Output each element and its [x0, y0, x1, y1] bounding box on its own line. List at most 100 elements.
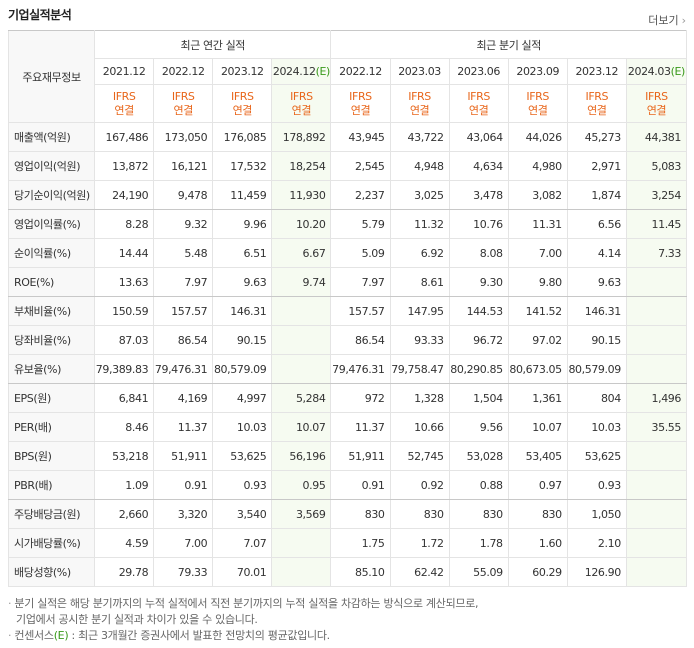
row-label: 부채비율(%) — [7, 296, 96, 326]
cell: 8.28 — [94, 209, 155, 239]
cell: 79,389.83 — [94, 354, 155, 384]
cell: 53,405 — [507, 441, 568, 471]
row-label: 순이익률(%) — [7, 238, 96, 268]
basis-header: IFRS 연결 — [566, 84, 627, 123]
cell: 2,660 — [94, 499, 155, 529]
data-row: 부채비율(%) 150.59 157.57 146.31 157.57 147.95 144… — [7, 296, 688, 326]
cell: 9.63 — [212, 267, 273, 297]
cell: 1.09 — [94, 470, 155, 500]
data-row: PBR(배) 1.09 0.91 0.93 0.95 0.91 0.92 0.88 0.97 0.… — [7, 470, 688, 500]
cell: 11.45 — [625, 209, 688, 239]
data-row: ROE(%) 13.63 7.97 9.63 9.74 7.97 8.61 9.30 9.80 9… — [7, 267, 688, 297]
basis-header: IFRS 연결 — [212, 84, 273, 123]
cell: 11.37 — [153, 412, 214, 442]
cell: 11,930 — [271, 180, 332, 210]
cell: 8.46 — [94, 412, 155, 442]
financial-table: 주요재무정보 최근 연간 실적 최근 분기 실적 2021.12 2022.12 2023… — [7, 30, 688, 587]
cell: 1,361 — [507, 383, 568, 413]
cell: 16,121 — [153, 151, 214, 181]
more-link[interactable]: 더보기 — [648, 12, 686, 28]
cell: 4.14 — [566, 238, 627, 268]
cell: 3,320 — [153, 499, 214, 529]
cell: 0.91 — [153, 470, 214, 500]
cell: 9.63 — [566, 267, 627, 297]
cell: 13,872 — [94, 151, 155, 181]
cell: 80,673.05 — [507, 354, 568, 384]
cell: 8.08 — [448, 238, 509, 268]
cell — [625, 267, 688, 297]
cell — [625, 325, 688, 355]
period: 2024.03 — [627, 65, 671, 78]
row-label: EPS(원) — [7, 383, 96, 413]
period: 2023.12 — [220, 65, 264, 78]
row-label: 영업이익률(%) — [7, 209, 96, 239]
cell: 10.03 — [212, 412, 273, 442]
cell: 44,381 — [625, 122, 688, 152]
basis-header: IFRS 연결 — [94, 84, 155, 123]
cell — [625, 296, 688, 326]
cell: 9.32 — [153, 209, 214, 239]
row-label: ROE(%) — [7, 267, 96, 297]
cell: 167,486 — [94, 122, 155, 152]
basis-header: IFRS 연결 — [330, 84, 391, 123]
data-row: 당좌비율(%) 87.03 86.54 90.15 86.54 93.33 96.72 97.… — [7, 325, 688, 355]
basis: 연결 — [646, 103, 667, 117]
accounting: IFRS — [645, 89, 668, 103]
cell — [625, 528, 688, 558]
cell — [625, 470, 688, 500]
cell: 2,237 — [330, 180, 391, 210]
cell: 9.80 — [507, 267, 568, 297]
cell: 157.57 — [330, 296, 391, 326]
basis-header: IFRS 연결 — [448, 84, 509, 123]
cell — [271, 557, 332, 587]
period-header: 2024.12(E) — [271, 58, 332, 85]
data-row: 주당배당금(원) 2,660 3,320 3,540 3,569 830 830 830 830… — [7, 499, 688, 529]
cell: 79,476.31 — [153, 354, 214, 384]
group-header: 최근 분기 실적 — [330, 30, 687, 59]
accounting: IFRS — [112, 89, 136, 103]
cell: 55.09 — [448, 557, 509, 587]
cell: 4.59 — [94, 528, 155, 558]
cell: 29.78 — [94, 557, 155, 587]
estimate-marker: (E) — [53, 629, 69, 642]
cell: 146.31 — [212, 296, 273, 326]
row-label: 당좌비율(%) — [7, 325, 96, 355]
cell: 85.10 — [330, 557, 391, 587]
cell: 79.33 — [153, 557, 214, 587]
period: 2021.12 — [102, 65, 146, 78]
cell: 90.15 — [566, 325, 627, 355]
note: 컨센서스(E) : 최근 3개월간 증권사에서 발표한 전망치의 평균값입니다. — [8, 628, 478, 644]
cell: 146.31 — [566, 296, 627, 326]
accounting: IFRS — [231, 89, 254, 103]
cell: 8.61 — [389, 267, 450, 297]
accounting: IFRS — [349, 89, 372, 103]
cell: 126.90 — [566, 557, 627, 587]
cell: 43,064 — [448, 122, 509, 152]
data-row: 시가배당률(%) 4.59 7.00 7.07 1.75 1.72 1.78 1.60 2.10 — [7, 528, 688, 558]
cell: 2.10 — [566, 528, 627, 558]
cell: 11.32 — [389, 209, 450, 239]
cell: 147.95 — [389, 296, 450, 326]
data-row: 영업이익(억원) 13,872 16,121 17,532 18,254 2,545 4,9… — [7, 151, 688, 181]
cell: 44,026 — [507, 122, 568, 152]
period-header: 2021.12 — [94, 58, 155, 85]
cell: 178,892 — [271, 122, 332, 152]
cell: 6.51 — [212, 238, 273, 268]
cell: 1,050 — [566, 499, 627, 529]
cell: 13.63 — [94, 267, 155, 297]
cell: 1,328 — [389, 383, 450, 413]
cell: 0.91 — [330, 470, 391, 500]
cell — [271, 325, 332, 355]
cell: 7.33 — [625, 238, 688, 268]
row-label: 영업이익(억원) — [7, 151, 96, 181]
cell: 10.20 — [271, 209, 332, 239]
cell: 86.54 — [153, 325, 214, 355]
accounting: IFRS — [467, 89, 490, 103]
cell: 80,579.09 — [566, 354, 627, 384]
basis: 연결 — [350, 103, 371, 117]
cell: 7.07 — [212, 528, 273, 558]
cell: 830 — [507, 499, 568, 529]
cell: 7.97 — [153, 267, 214, 297]
cell: 96.72 — [448, 325, 509, 355]
